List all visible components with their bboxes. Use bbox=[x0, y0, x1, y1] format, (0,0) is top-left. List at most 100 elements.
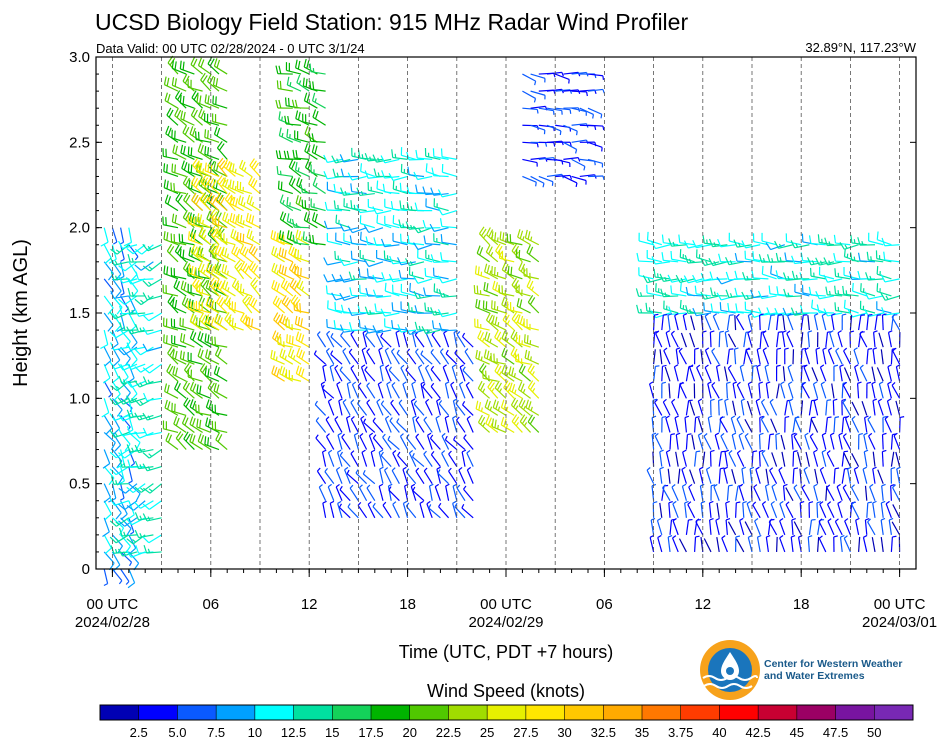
wind-barb bbox=[793, 451, 798, 467]
wind-barb bbox=[499, 285, 514, 296]
wind-barb bbox=[655, 399, 662, 415]
barb-flag bbox=[324, 257, 328, 264]
barb-flag bbox=[307, 60, 309, 68]
barb-half-flag bbox=[728, 365, 731, 368]
barb-half-flag bbox=[687, 434, 691, 435]
barb-half-flag bbox=[315, 98, 316, 102]
barb-half-flag bbox=[576, 183, 577, 187]
wind-barb bbox=[282, 295, 293, 313]
barb-flag bbox=[525, 334, 526, 342]
barb-shaft bbox=[377, 211, 392, 214]
barb-flag bbox=[479, 402, 481, 410]
wind-barb bbox=[732, 433, 736, 449]
barb-half-flag bbox=[679, 348, 682, 351]
barb-half-flag bbox=[440, 349, 443, 352]
barb-half-flag bbox=[698, 399, 702, 401]
barb-flag bbox=[301, 335, 303, 343]
barb-flag bbox=[646, 303, 647, 311]
wind-barb bbox=[143, 514, 161, 521]
barb-shaft bbox=[432, 335, 440, 347]
barb-half-flag bbox=[507, 407, 508, 411]
barb-flag bbox=[214, 383, 216, 391]
wind-barb bbox=[528, 364, 539, 382]
wind-barb bbox=[396, 331, 400, 347]
wind-barb bbox=[104, 313, 113, 331]
barb-flag bbox=[768, 254, 770, 262]
barb-flag bbox=[240, 160, 243, 168]
barb-half-flag bbox=[740, 518, 744, 520]
barb-shaft bbox=[442, 211, 456, 215]
barb-shaft bbox=[781, 384, 785, 398]
barb-flag bbox=[662, 235, 663, 243]
barb-shaft bbox=[664, 351, 670, 365]
barb-half-flag bbox=[682, 467, 686, 469]
barb-flag bbox=[392, 302, 393, 310]
barb-half-flag bbox=[418, 365, 421, 367]
barb-flag bbox=[493, 281, 495, 289]
wind-barb bbox=[382, 239, 400, 247]
wind-barb bbox=[443, 365, 448, 381]
barb-shaft bbox=[662, 366, 663, 381]
barb-shaft bbox=[828, 279, 843, 282]
barb-flag bbox=[119, 376, 122, 384]
wind-barb bbox=[719, 399, 723, 415]
barb-shaft bbox=[387, 384, 391, 398]
barb-half-flag bbox=[780, 536, 783, 538]
barb-shaft bbox=[328, 401, 333, 415]
barb-flag bbox=[206, 418, 208, 426]
barb-flag bbox=[728, 303, 729, 311]
barb-flag bbox=[391, 201, 392, 209]
barb-flag bbox=[315, 146, 317, 154]
barb-shaft bbox=[345, 470, 351, 484]
barb-shaft bbox=[588, 125, 603, 126]
barb-half-flag bbox=[770, 468, 773, 471]
wind-barb bbox=[373, 435, 383, 450]
barb-flag bbox=[281, 279, 285, 286]
barb-shaft bbox=[713, 316, 719, 330]
barb-flag bbox=[519, 262, 522, 270]
barb-half-flag bbox=[124, 532, 125, 536]
barb-flag bbox=[164, 163, 165, 171]
barb-flag bbox=[492, 419, 493, 427]
wind-barb bbox=[695, 451, 701, 466]
wind-barb bbox=[522, 108, 538, 113]
barb-flag bbox=[164, 334, 165, 342]
barb-flag bbox=[181, 145, 183, 153]
barb-flag bbox=[332, 293, 336, 300]
barb-half-flag bbox=[435, 484, 438, 486]
barb-half-flag bbox=[419, 228, 421, 231]
barb-shaft bbox=[188, 377, 202, 381]
barb-shaft bbox=[196, 139, 211, 142]
wind-barb bbox=[424, 417, 432, 433]
barb-shaft bbox=[467, 470, 473, 484]
barb-flag bbox=[410, 283, 411, 291]
barb-flag bbox=[486, 245, 490, 252]
wind-barb bbox=[385, 468, 392, 484]
barb-shaft bbox=[744, 349, 746, 364]
barb-flag bbox=[861, 283, 862, 291]
wind-barb bbox=[733, 382, 737, 398]
wind-barb bbox=[786, 502, 793, 518]
barb-flag bbox=[297, 75, 300, 83]
barb-shaft bbox=[213, 412, 228, 415]
wind-barb bbox=[737, 382, 744, 398]
wind-barb bbox=[385, 348, 391, 364]
barb-flag bbox=[305, 160, 308, 168]
barb-half-flag bbox=[652, 416, 656, 417]
barb-flag bbox=[519, 335, 520, 343]
barb-half-flag bbox=[780, 257, 781, 261]
barb-flag bbox=[135, 349, 141, 355]
barb-flag bbox=[361, 163, 362, 171]
barb-half-flag bbox=[360, 433, 363, 436]
barb-shaft bbox=[724, 469, 727, 484]
wind-barb bbox=[129, 467, 133, 483]
barb-half-flag bbox=[648, 278, 650, 282]
wind-barb bbox=[442, 451, 449, 467]
barb-shaft bbox=[732, 435, 735, 450]
barb-shaft bbox=[230, 221, 243, 228]
barb-shaft bbox=[531, 106, 546, 108]
barb-half-flag bbox=[786, 502, 789, 505]
wind-barb bbox=[877, 266, 891, 279]
barb-flag bbox=[240, 245, 243, 253]
wind-barb bbox=[668, 469, 670, 484]
